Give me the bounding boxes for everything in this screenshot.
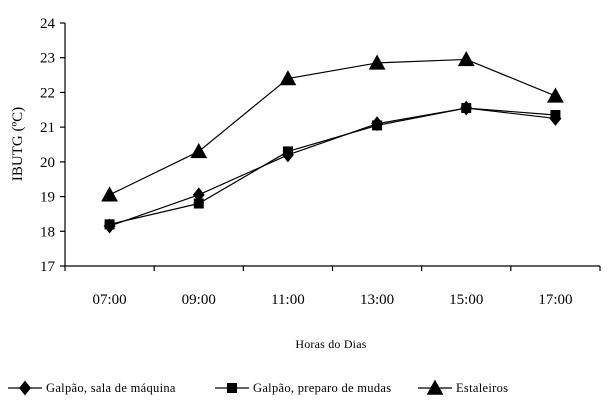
series-line [109, 107, 556, 225]
legend: Galpão, sala de máquina Galpão, preparo d… [8, 379, 508, 396]
legend-label: Estaleiros [456, 381, 508, 395]
series-square [104, 103, 561, 230]
y-tick-label: 22 [40, 85, 55, 101]
x-tick-label: 15:00 [449, 292, 483, 308]
y-tick-label: 21 [40, 120, 55, 136]
series-triangle [101, 51, 564, 202]
triangle-marker [190, 143, 208, 159]
square-marker [227, 383, 237, 393]
legend-entry: Galpão, preparo de mudas [215, 381, 391, 395]
x-tick-label: 07:00 [92, 292, 126, 308]
x-axis: 07:00 09:00 11:00 13:00 15:00 17:00 [64, 265, 601, 308]
legend-label: Galpão, sala de máquina [46, 381, 176, 395]
series-layer [101, 51, 564, 234]
y-axis-title: IBUTG (ºC) [10, 107, 26, 181]
square-marker [282, 146, 293, 157]
y-tick-label: 19 [40, 190, 55, 206]
y-tick-label: 18 [40, 224, 55, 240]
triangle-marker [101, 186, 118, 202]
y-tick-label: 24 [40, 16, 56, 32]
square-marker [193, 198, 204, 209]
series-line [109, 58, 556, 196]
x-tick-label: 13:00 [360, 292, 394, 308]
y-axis: 17 18 19 20 21 22 23 24 [40, 16, 66, 275]
series-diamond [103, 100, 562, 234]
square-marker [461, 103, 472, 114]
x-tick-label: 17:00 [538, 292, 572, 308]
triangle-marker [279, 70, 297, 86]
diamond-marker [19, 380, 31, 396]
x-axis-title: Horas do Dias [295, 337, 366, 351]
x-tick-label: 11:00 [271, 292, 305, 308]
y-tick-label: 17 [40, 259, 56, 275]
x-tick-label: 09:00 [182, 292, 216, 308]
triangle-marker [368, 54, 386, 70]
legend-entry: Estaleiros [418, 379, 508, 395]
legend-entry: Galpão, sala de máquina [8, 380, 176, 396]
legend-label: Galpão, preparo de mudas [253, 381, 391, 395]
square-marker [550, 109, 561, 120]
triangle-marker [426, 379, 444, 395]
y-tick-label: 23 [40, 51, 55, 67]
y-tick-label: 20 [40, 155, 55, 171]
triangle-marker [547, 87, 564, 103]
square-marker [104, 219, 115, 230]
square-marker [372, 120, 383, 131]
triangle-marker [457, 51, 475, 67]
